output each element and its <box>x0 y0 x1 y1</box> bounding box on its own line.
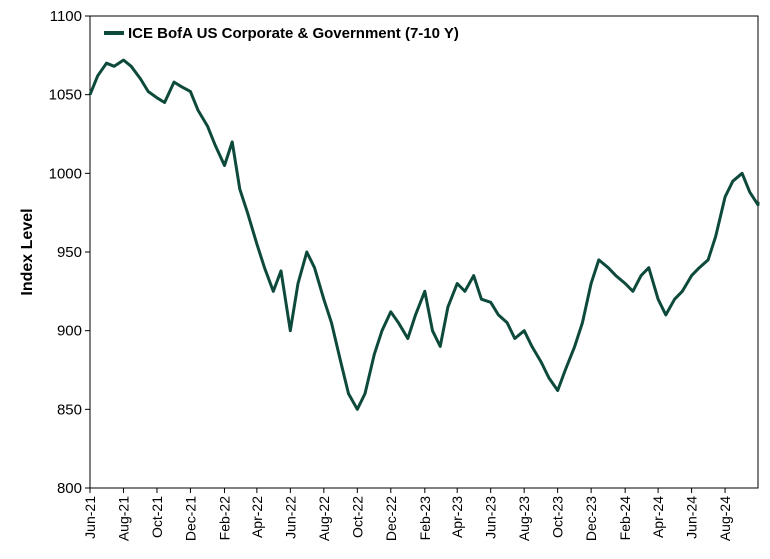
legend: ICE BofA US Corporate & Government (7-10… <box>104 25 459 42</box>
x-tick-label: Apr-22 <box>249 496 265 538</box>
x-tick-label: Jun-22 <box>282 496 298 539</box>
y-tick-label: 900 <box>57 323 82 340</box>
y-axis-label: Index Level <box>19 208 36 295</box>
x-tick-label: Apr-24 <box>650 496 666 538</box>
x-tick-label: Jun-21 <box>82 496 98 539</box>
y-tick-label: 800 <box>57 480 82 497</box>
x-tick-label: Aug-24 <box>717 496 733 541</box>
y-axis-ticks: 800 850 900 950 1000 1050 1100 <box>49 8 90 497</box>
x-tick-label: Oct-22 <box>349 496 365 538</box>
y-tick-label: 950 <box>57 244 82 261</box>
x-tick-label: Jun-23 <box>483 496 499 539</box>
x-tick-label: Oct-23 <box>550 496 566 538</box>
x-axis-ticks: Jun-21 Aug-21 Oct-21 Dec-21 Feb-22 Apr-22 Jun-… <box>82 488 733 541</box>
x-tick-label: Dec-23 <box>583 496 599 541</box>
y-tick-label: 850 <box>57 401 82 418</box>
x-tick-label: Oct-21 <box>149 496 165 538</box>
x-tick-label: Aug-22 <box>316 496 332 541</box>
x-tick-label: Jun-24 <box>684 496 700 539</box>
y-tick-label: 1100 <box>50 8 82 25</box>
x-tick-label: Aug-21 <box>115 496 131 541</box>
series-line <box>88 58 760 411</box>
x-tick-label: Aug-23 <box>516 496 532 541</box>
plot-area <box>89 15 759 489</box>
x-tick-label: Apr-23 <box>449 496 465 538</box>
y-tick-label: 1050 <box>49 87 82 104</box>
x-tick-label: Feb-24 <box>617 496 633 541</box>
x-tick-label: Feb-22 <box>216 496 232 541</box>
legend-label: ICE BofA US Corporate & Government (7-10… <box>128 25 459 42</box>
x-tick-label: Dec-21 <box>182 496 198 541</box>
x-tick-label: Feb-23 <box>417 496 433 541</box>
x-tick-label: Dec-22 <box>383 496 399 541</box>
y-tick-label: 1000 <box>49 165 82 182</box>
